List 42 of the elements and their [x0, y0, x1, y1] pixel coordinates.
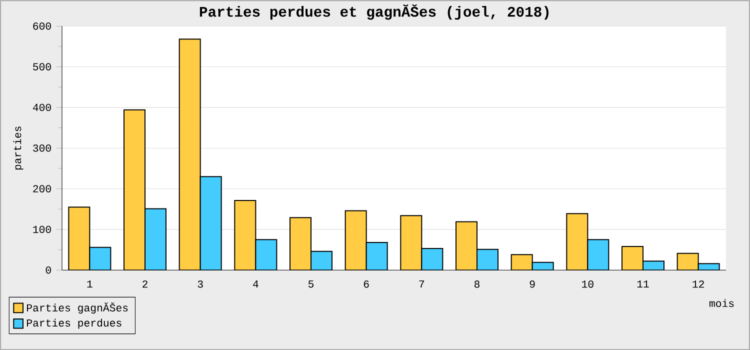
bar — [255, 239, 278, 270]
y-tick-label: 600 — [33, 22, 51, 30]
chart-title: Parties perdues et gagnĂŠes (joel, 2018) — [200, 4, 548, 20]
x-tick-label: 12 — [692, 280, 704, 288]
bar — [234, 200, 256, 270]
bar — [200, 176, 222, 270]
legend-label: Parties gagnĂŠes — [26, 302, 128, 314]
x-tick-label: 10 — [582, 280, 594, 288]
bar — [344, 210, 367, 270]
bar — [178, 38, 201, 270]
bar — [366, 242, 388, 270]
x-tick-label: 2 — [142, 280, 148, 288]
bar — [476, 248, 498, 270]
y-axis-title: parties — [13, 126, 24, 170]
bar — [587, 239, 610, 270]
x-tick-label: 8 — [474, 280, 480, 288]
y-tick-label: 300 — [33, 144, 51, 152]
bar — [400, 215, 422, 270]
x-tick-label: 9 — [530, 280, 535, 288]
x-tick-label: 6 — [364, 280, 369, 288]
y-tick-label: 500 — [33, 63, 51, 70]
y-tick-label: 0 — [46, 266, 51, 274]
x-tick-label: 3 — [198, 280, 203, 288]
x-tick-label: 5 — [308, 280, 314, 288]
bar — [68, 206, 90, 270]
legend-label: Parties perdues — [26, 318, 122, 329]
bar — [124, 109, 146, 270]
x-tick-label: 11 — [637, 280, 649, 288]
x-tick-label: 7 — [419, 280, 424, 288]
bar — [621, 246, 644, 270]
bar — [144, 208, 167, 270]
x-tick-label: 4 — [253, 280, 258, 288]
bar — [290, 217, 312, 270]
y-tick-label: 100 — [33, 226, 51, 234]
bar — [421, 248, 444, 270]
y-tick-label: 200 — [33, 185, 51, 192]
bar — [566, 213, 588, 270]
x-tick-label: 1 — [87, 280, 92, 288]
y-tick-label: 400 — [32, 104, 51, 112]
bar — [89, 246, 112, 270]
x-axis-title: mois — [709, 299, 734, 307]
bar — [456, 221, 478, 270]
